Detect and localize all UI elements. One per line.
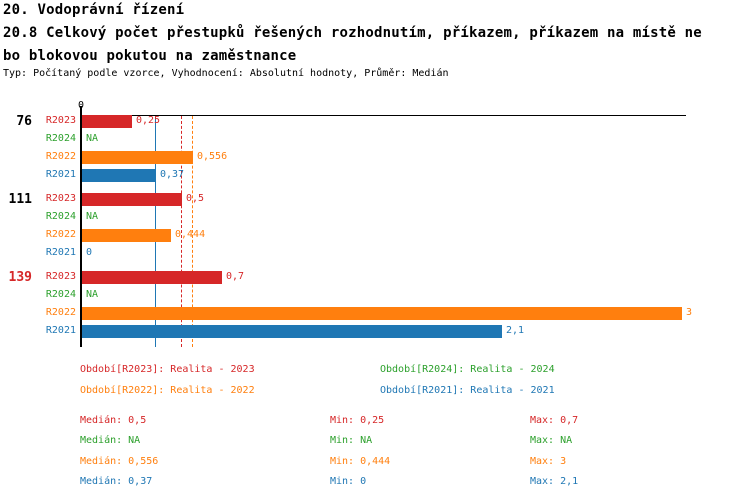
bar-R2022 [82, 229, 171, 242]
bar-value-label: 0,37 [160, 169, 185, 180]
stat-max-R2022: Max: 3 [530, 456, 567, 467]
stat-median-R2023: Medián: 0,5 [80, 415, 147, 426]
series-label-R2022: R2022 [45, 307, 76, 318]
series-label-R2024: R2024 [45, 289, 76, 300]
bar-value-label: 0,556 [197, 151, 228, 162]
series-label-R2022: R2022 [45, 229, 76, 240]
bar-R2023 [82, 115, 132, 128]
median-line-R2022 [192, 116, 193, 347]
series-label-R2021: R2021 [45, 325, 76, 336]
axis-zero-tick-label: 0 [70, 100, 92, 111]
stat-max-R2023: Max: 0,7 [530, 415, 579, 426]
legend-item-R2021: Období[R2021]: Realita - 2021 [380, 385, 555, 396]
stat-median-R2021: Medián: 0,37 [80, 476, 153, 487]
stat-min-R2024: Min: NA [330, 435, 373, 446]
stat-max-R2021: Max: 2,1 [530, 476, 579, 487]
stat-min-R2021: Min: 0 [330, 476, 367, 487]
group-total-label: 76 [16, 114, 32, 129]
series-label-R2023: R2023 [45, 271, 76, 282]
bar-value-label: NA [86, 211, 99, 222]
series-label-R2023: R2023 [45, 193, 76, 204]
stat-median-R2022: Medián: 0,556 [80, 456, 159, 467]
legend-item-R2022: Období[R2022]: Realita - 2022 [80, 385, 255, 396]
legend-item-R2024: Období[R2024]: Realita - 2024 [380, 364, 555, 375]
y-axis-line [80, 106, 82, 347]
group-total-label: 139 [8, 270, 32, 285]
x-axis-line [80, 115, 686, 116]
series-label-R2024: R2024 [45, 211, 76, 222]
bar-R2023 [82, 193, 182, 206]
bar-R2023 [82, 271, 222, 284]
chart-subtitle-line2: bo blokovou pokutou na zaměstnance [3, 48, 297, 64]
median-line-R2023 [181, 116, 182, 347]
bar-value-label: 0,25 [136, 115, 161, 126]
bar-R2022 [82, 307, 682, 320]
series-label-R2022: R2022 [45, 151, 76, 162]
bar-value-label: 0 [86, 247, 93, 258]
bar-value-label: 0,7 [226, 271, 245, 282]
stat-min-R2022: Min: 0,444 [330, 456, 391, 467]
chart-meta-line: Typ: Počítaný podle vzorce, Vyhodnocení:… [3, 68, 449, 79]
stat-min-R2023: Min: 0,25 [330, 415, 385, 426]
stat-median-R2024: Medián: NA [80, 435, 141, 446]
legend-item-R2023: Období[R2023]: Realita - 2023 [80, 364, 255, 375]
bar-value-label: 2,1 [506, 325, 525, 336]
bar-value-label: NA [86, 133, 99, 144]
stat-max-R2024: Max: NA [530, 435, 573, 446]
group-total-label: 111 [8, 192, 32, 207]
bar-value-label: 3 [686, 307, 693, 318]
bar-R2022 [82, 151, 193, 164]
series-label-R2021: R2021 [45, 247, 76, 258]
chart-subtitle-line1: 20.8 Celkový počet přestupků řešených ro… [3, 25, 702, 41]
bar-value-label: 0,444 [175, 229, 206, 240]
chart-title: 20. Vodoprávní řízení [3, 2, 185, 18]
series-label-R2021: R2021 [45, 169, 76, 180]
bar-R2021 [82, 325, 502, 338]
bar-chart: 0 76 R2023 0,25 R2024 NA R2022 0,556 R2021 0,37 11… [8, 100, 693, 347]
series-label-R2024: R2024 [45, 133, 76, 144]
bar-value-label: 0,5 [186, 193, 205, 204]
series-label-R2023: R2023 [45, 115, 76, 126]
bar-value-label: NA [86, 289, 99, 300]
bar-R2021 [82, 169, 156, 182]
